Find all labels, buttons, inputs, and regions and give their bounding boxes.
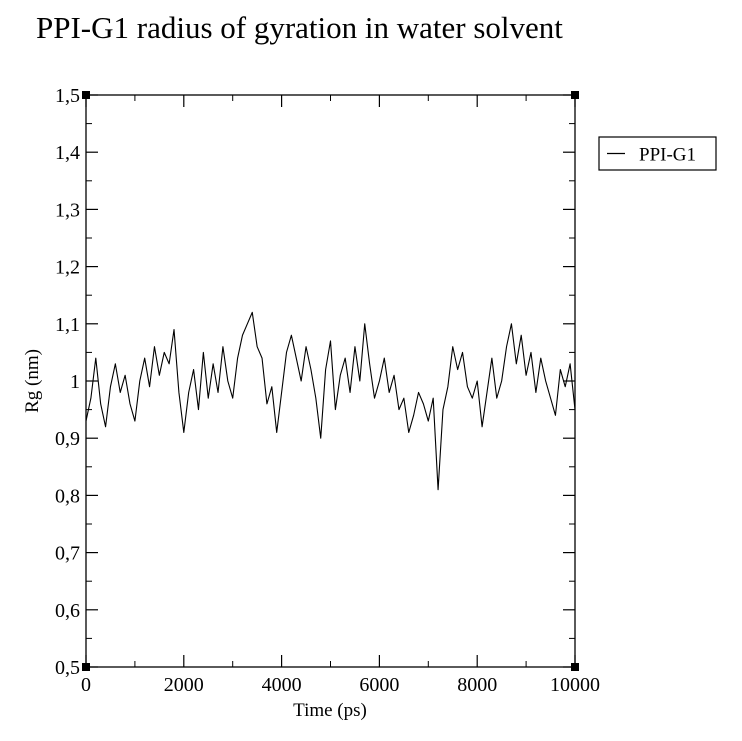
chart-title: PPI-G1 radius of gyration in water solve… — [36, 10, 563, 45]
y-tick-label: 1,4 — [55, 142, 80, 164]
plot-frame — [82, 91, 579, 671]
x-tick-label: 2000 — [164, 674, 204, 696]
y-tick-label: 0,9 — [55, 428, 80, 450]
series-layer — [85, 311, 576, 491]
y-tick-label: 1,5 — [55, 85, 80, 107]
x-axis: 0 2000 4000 6000 8000 10000 — [81, 95, 600, 696]
x-tick-label: 10000 — [550, 674, 600, 696]
y-tick-label: 1,2 — [55, 257, 80, 279]
x-tick-label: 4000 — [262, 674, 302, 696]
legend: PPI-G1 — [598, 136, 717, 171]
y-tick-label: 0,6 — [55, 600, 80, 622]
y-tick-label: 1 — [70, 371, 80, 393]
y-tick-label: 1,1 — [55, 314, 80, 336]
y-tick-label: 0,7 — [55, 543, 80, 565]
y-axis: 0,5 0,6 0,7 0,8 0,9 1 1,1 1,2 1,3 1,4 1,5 — [55, 85, 575, 679]
y-tick-label: 0,5 — [55, 657, 80, 679]
x-tick-label: 6000 — [359, 674, 399, 696]
y-tick-label: 0,8 — [55, 485, 80, 507]
x-tick-label: 0 — [81, 674, 91, 696]
legend-label: PPI-G1 — [639, 145, 696, 166]
y-axis-label: Rg (nm) — [22, 349, 43, 413]
x-axis-label: Time (ps) — [293, 700, 367, 721]
x-tick-label: 8000 — [457, 674, 497, 696]
series-line — [85, 311, 576, 491]
y-tick-label: 1,3 — [55, 199, 80, 221]
